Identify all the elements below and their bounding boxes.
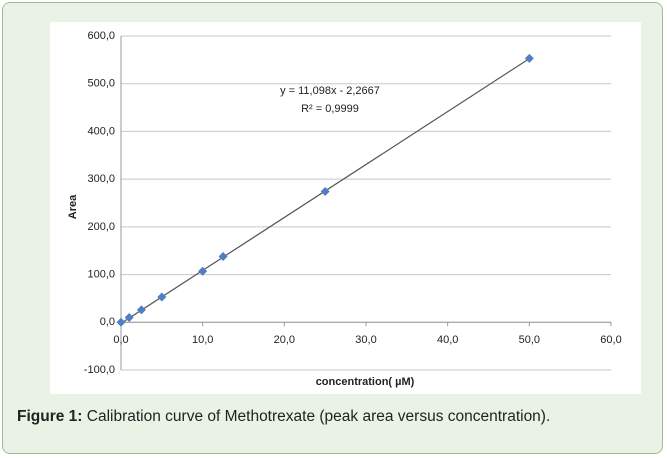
data-point [320,187,330,197]
x-axis-title: concentration( µM) [316,376,415,388]
x-tick-label: 10,0 [192,334,213,346]
chart: Area concentration( µM) y = 11,098x - 2,… [50,22,641,394]
y-tick-label: 400,0 [87,125,115,137]
data-point [524,53,534,63]
y-tick-label: 100,0 [87,268,115,280]
x-tick-label: 30,0 [355,334,376,346]
x-tick-label: 0,0 [113,334,128,346]
trendline-equation: y = 11,098x - 2,2667 [280,85,380,97]
caption-label: Figure 1: [17,408,83,425]
y-axis-title: Area [67,194,79,219]
data-point [116,317,126,327]
r-squared: R² = 0,9999 [301,103,359,115]
data-point [218,251,228,261]
y-tick-label: 500,0 [87,78,115,90]
y-tick-label: -100,0 [84,364,115,376]
caption: Figure 1: Calibration curve of Methotrex… [17,406,649,428]
figure-frame: Area concentration( µM) y = 11,098x - 2,… [2,2,663,454]
y-tick-label: 600,0 [87,30,115,42]
data-point [198,266,208,276]
x-tick-label: 50,0 [519,334,540,346]
y-tick-label: 300,0 [87,173,115,185]
data-point [136,305,146,315]
caption-text: Calibration curve of Methotrexate (peak … [86,408,551,425]
chart-area [50,22,641,394]
y-tick-label: 0,0 [100,316,115,328]
x-tick-label: 60,0 [600,334,621,346]
x-tick-label: 20,0 [274,334,295,346]
x-tick-label: 40,0 [437,334,458,346]
data-point [124,313,134,323]
y-tick-label: 200,0 [87,221,115,233]
data-point [157,292,167,302]
